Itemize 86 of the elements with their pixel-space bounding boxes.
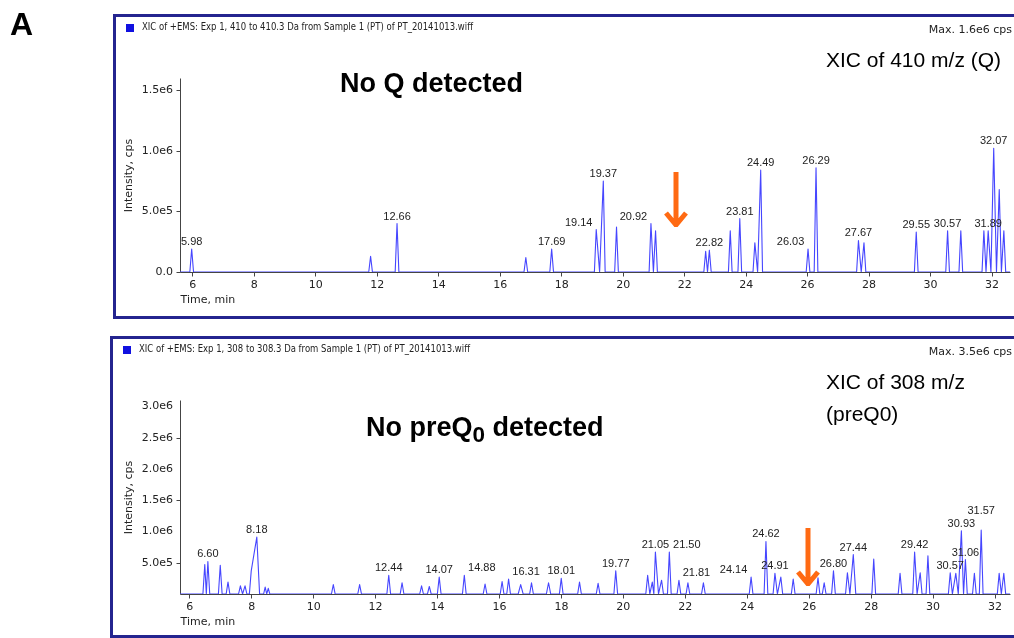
annotation: 21.05: [641, 538, 670, 551]
text: A: [10, 6, 34, 43]
x-tick-label: 10: [306, 599, 321, 613]
annotation: No Q detected: [340, 68, 524, 99]
chart-title: XIC of +EMS: Exp 1, 410 to 410.3 Da from Sample 1 (PT) of PT_20141013.wiff: [142, 21, 474, 32]
y-tick-label: 5.0e5: [141, 555, 173, 569]
annotation: 14.88: [468, 561, 496, 574]
annotation: 21.50: [673, 538, 701, 551]
y-tick-label: 5.0e5: [141, 204, 173, 218]
x-tick-label: 28: [862, 277, 877, 291]
annotation: 24.91: [761, 559, 789, 572]
y-tick-label: 1.5e6: [141, 83, 173, 97]
text: Max. 3.5e6 cps: [928, 345, 1012, 358]
annotation: 31.57: [967, 504, 995, 517]
annotation: 29.42: [900, 538, 929, 551]
text: Max. 1.6e6 cps: [928, 23, 1012, 36]
x-axis-title: Time, min: [179, 292, 236, 306]
x-tick-label: 26: [802, 599, 817, 613]
annotation: No preQ$_{0}$ detected: [366, 412, 604, 449]
annotation: 24.62: [752, 527, 780, 540]
x-tick-label: 8: [250, 277, 258, 291]
x-tick-label: 20: [616, 599, 631, 613]
annotation: 30.57: [933, 216, 962, 229]
x-tick-label: 26: [800, 277, 815, 291]
x-tick-label: 6: [189, 277, 197, 291]
x-tick-label: 18: [554, 599, 569, 613]
x-tick-label: 14: [430, 599, 445, 613]
annotation: 22.82: [695, 236, 724, 249]
annotation: 17.69: [537, 234, 566, 247]
annotation: 18.01: [547, 564, 576, 577]
x-tick-label: 16: [492, 599, 507, 613]
x-tick-label: 18: [554, 277, 569, 291]
x-tick-label: 32: [988, 599, 1003, 613]
annotation: 29.55: [902, 217, 931, 230]
y-tick-label: 2.5e6: [141, 430, 173, 444]
y-tick-label: 0.0: [155, 265, 173, 278]
annotation: 24.14: [719, 563, 748, 576]
y-axis-title: Intensity, cps: [122, 138, 135, 213]
x-tick-label: 32: [985, 277, 1000, 291]
x-tick-label: 6: [186, 599, 194, 613]
text: XIC of 308 m/z: [826, 370, 965, 394]
x-tick-label: 12: [368, 599, 383, 613]
annotation: 27.67: [844, 226, 873, 239]
annotation: 19.37: [589, 167, 618, 180]
y-tick-label: 1.5e6: [141, 493, 173, 507]
x-tick-label: 30: [923, 277, 938, 291]
annotation: 12.44: [374, 561, 403, 574]
x-tick-label: 24: [740, 599, 755, 613]
y-axis-title: Intensity, cps: [122, 460, 135, 535]
annotation: 26.29: [802, 153, 830, 166]
annotation: 21.81: [682, 566, 711, 579]
x-tick-label: 14: [431, 277, 446, 291]
x-tick-label: 12: [370, 277, 385, 291]
annotation: 30.93: [947, 516, 976, 529]
x-axis-title: Time, min: [179, 614, 236, 628]
x-tick-label: 16: [493, 277, 508, 291]
annotation: 20.92: [619, 209, 648, 222]
x-tick-label: 8: [248, 599, 256, 613]
annotation: (preQ0): [826, 402, 899, 426]
x-tick-label: 28: [864, 599, 879, 613]
annotation: 19.77: [601, 556, 630, 569]
annotation: 23.81: [726, 204, 754, 217]
annotation: 6.60: [197, 547, 219, 560]
text: XIC of 410 m/z (Q): [826, 48, 1002, 72]
annotation: 24.49: [746, 156, 775, 169]
x-tick-label: 24: [739, 277, 754, 291]
chart-title: XIC of +EMS: Exp 1, 308 to 308.3 Da from Sample 1 (PT) of PT_20141013.wiff: [139, 343, 471, 354]
annotation: 14.07: [425, 563, 453, 576]
annotation: 19.14: [564, 215, 593, 228]
annotation: 27.44: [839, 540, 868, 553]
x-tick-label: 30: [926, 599, 941, 613]
annotation: 32.07: [979, 134, 1008, 147]
annotation: 16.31: [512, 564, 540, 577]
y-tick-label: 2.0e6: [141, 461, 173, 475]
y-tick-label: 1.0e6: [141, 524, 173, 538]
x-tick-label: 22: [677, 277, 692, 291]
annotation: 26.03: [776, 234, 805, 247]
y-tick-label: 3.0e6: [141, 399, 173, 413]
x-tick-label: 20: [616, 277, 631, 291]
annotation: 26.80: [819, 556, 848, 569]
y-tick-label: 1.0e6: [141, 143, 173, 157]
annotation: 5.98: [180, 234, 203, 247]
annotation: 8.18: [246, 523, 268, 536]
x-tick-label: 22: [678, 599, 693, 613]
annotation: 12.66: [383, 209, 411, 222]
x-tick-label: 10: [308, 277, 323, 291]
